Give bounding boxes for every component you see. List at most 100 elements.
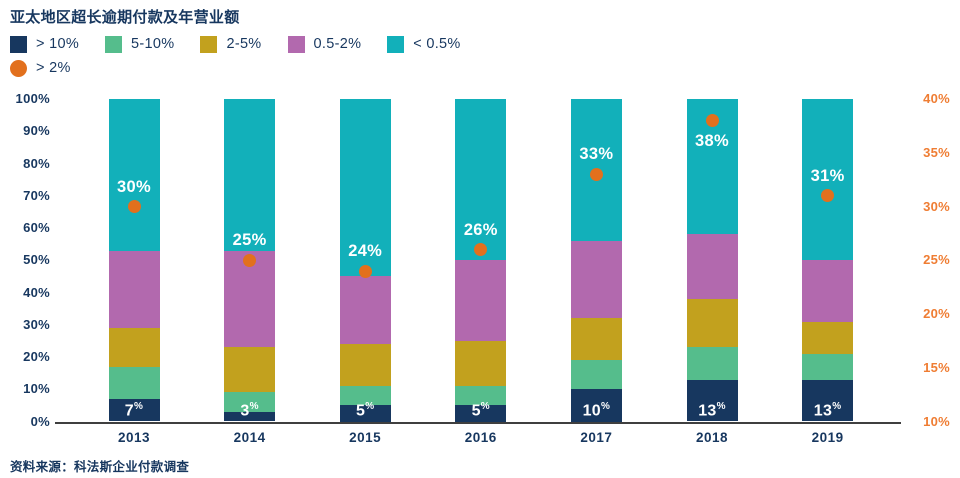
bar-segment-p05to2	[686, 234, 738, 299]
bar-segment-p2to5	[455, 340, 507, 387]
legend-label: > 2%	[36, 60, 71, 76]
bar-value-label: 13%	[687, 398, 738, 420]
data-point-label: 33%	[579, 145, 614, 164]
bar-value-percent-sign: %	[134, 401, 144, 412]
y-axis-right-tick-label: 35%	[923, 144, 950, 160]
bar-value-number: 3	[240, 402, 250, 420]
data-point-dot-icon	[474, 243, 488, 256]
bar-segment-lt05	[108, 99, 160, 251]
legend-item: 0.5-2%	[287, 35, 362, 53]
y-axis-left-tick-label: 50%	[23, 252, 50, 268]
bar-segment-p2to5	[686, 298, 738, 348]
legend-label: 2-5%	[226, 36, 262, 52]
bar-segment-gt10	[339, 405, 391, 422]
bar-value-label: 13%	[802, 398, 853, 420]
y-axis-right-tick-label: 10%	[923, 413, 950, 429]
bar-segment-p05to2	[108, 250, 160, 328]
data-point-dot-icon	[589, 167, 603, 181]
bar-segment-p2to5	[108, 327, 160, 367]
bar-value-label: 3%	[224, 398, 275, 420]
bar-segment-p5to10	[108, 366, 160, 399]
bar-segment-gt10	[686, 379, 738, 422]
legend-circle-swatch-icon	[10, 59, 27, 77]
data-point-dot-icon	[358, 264, 372, 278]
bar-value-percent-sign: %	[365, 401, 375, 412]
legend-row: > 2%	[10, 56, 461, 80]
bar-value-percent-sign: %	[600, 401, 611, 412]
bar-segment-gt10	[802, 379, 854, 422]
data-point-label: 31%	[810, 166, 845, 185]
x-axis-label: 2018	[695, 430, 729, 445]
data-point-label: 26%	[463, 220, 498, 239]
legend-square-swatch-icon	[105, 35, 123, 53]
bar-segment-p05to2	[455, 260, 507, 341]
bar-value-number: 7	[124, 402, 134, 420]
y-axis-left-tick-label: 60%	[23, 220, 50, 235]
data-point-dot-icon	[821, 189, 835, 203]
data-point-label: 30%	[117, 177, 151, 196]
bar-value-percent-sign: %	[480, 401, 490, 412]
data-point-dot-icon	[705, 114, 719, 127]
bar-segment-p5to10	[802, 353, 854, 380]
x-axis-label: 2014	[233, 430, 266, 445]
y-axis-left-tick-label: 90%	[23, 123, 50, 139]
legend-label: > 10%	[36, 36, 80, 52]
bar-segment-p05to2	[570, 240, 622, 319]
legend-square-swatch-icon	[287, 35, 305, 53]
legend: > 10% 5-10% 2-5% 0.5-2% < 0.5% > 2%	[10, 32, 461, 80]
bar-value-number: 13	[813, 402, 833, 420]
y-axis-left-tick-label: 70%	[23, 187, 50, 203]
bar-segment-p5to10	[570, 360, 622, 390]
legend-item: 2-5%	[200, 35, 262, 53]
data-point-label: 25%	[232, 231, 267, 250]
chart-title: 亚太地区超长逾期付款及年营业额	[10, 9, 240, 26]
legend-row: > 10% 5-10% 2-5% 0.5-2% < 0.5%	[10, 32, 461, 56]
data-point-dot-icon	[243, 253, 257, 267]
legend-item: > 2%	[10, 59, 71, 77]
y-axis-left-tick-label: 100%	[15, 91, 50, 106]
y-axis-left-tick-label: 80%	[23, 155, 50, 171]
x-axis-label: 2017	[580, 430, 613, 445]
y-axis-right-tick-label: 40%	[923, 91, 950, 106]
legend-square-swatch-icon	[200, 35, 218, 53]
data-point-label: 24%	[348, 242, 383, 260]
bar-value-percent-sign: %	[832, 401, 842, 412]
y-axis-left-tick-label: 10%	[23, 381, 50, 397]
legend-label: 0.5-2%	[313, 36, 362, 52]
y-axis-right-tick-label: 15%	[923, 359, 950, 375]
bar-segment-p05to2	[339, 276, 391, 345]
bar-value-label: 5%	[340, 398, 391, 420]
bar-value-number: 13	[698, 402, 717, 420]
legend-item: < 0.5%	[387, 35, 461, 53]
legend-item: 5-10%	[105, 35, 175, 53]
y-axis-right-tick-label: 20%	[923, 306, 950, 321]
x-axis-label: 2019	[811, 430, 844, 445]
bar-segment-gt10	[455, 405, 507, 422]
y-axis-right-tick-label: 30%	[923, 198, 950, 214]
bar-segment-p2to5	[224, 347, 276, 393]
data-point-label: 38%	[695, 131, 729, 150]
bar-segment-lt05	[224, 99, 276, 251]
x-axis-line	[55, 421, 901, 424]
source-note: 资料来源：科法斯企业付款调查	[10, 460, 190, 474]
bar-segment-p05to2	[802, 260, 854, 322]
y-axis-left-tick-label: 30%	[23, 316, 50, 332]
bar-value-number: 5	[355, 402, 366, 420]
legend-label: 5-10%	[131, 36, 175, 52]
bar-segment-p5to10	[339, 386, 391, 406]
bar-segment-p2to5	[339, 344, 391, 387]
bar-segment-p5to10	[224, 392, 276, 412]
bar-value-label: 5%	[455, 398, 506, 419]
bar-segment-lt05	[339, 99, 391, 277]
bar-segment-gt10	[570, 389, 622, 422]
y-axis-left-tick-label: 20%	[23, 349, 50, 364]
y-axis-left-tick-label: 0%	[30, 413, 50, 429]
bar-segment-lt05	[802, 99, 854, 261]
legend-label: < 0.5%	[413, 36, 461, 52]
bar-segment-gt10	[224, 411, 276, 422]
bar-segment-p5to10	[455, 386, 507, 406]
legend-item: > 10%	[10, 35, 80, 53]
bar-segment-gt10	[108, 398, 160, 422]
bar-value-percent-sign: %	[716, 401, 726, 412]
